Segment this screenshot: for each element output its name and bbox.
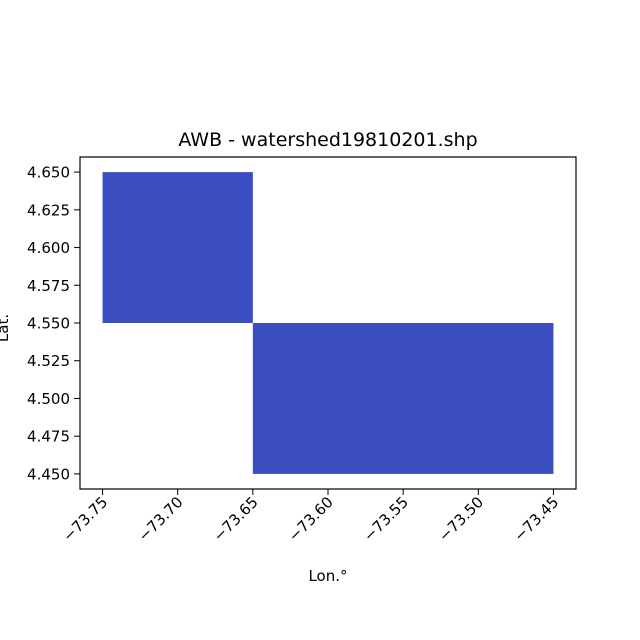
y-tick-label: 4.575 bbox=[27, 277, 70, 295]
x-axis-ticks: −73.75 −73.70 −73.65 −73.60 −73.55 −73.50 −73.… bbox=[59, 489, 562, 545]
y-tick-label: 4.475 bbox=[27, 428, 70, 446]
x-tick-label: −73.50 bbox=[435, 493, 487, 545]
y-tick-label: 4.500 bbox=[27, 390, 70, 408]
x-tick-label: −73.60 bbox=[285, 493, 337, 545]
x-tick-label: −73.75 bbox=[59, 493, 111, 545]
chart-title: AWB - watershed19810201.shp bbox=[178, 129, 477, 151]
x-tick-label: −73.70 bbox=[135, 493, 187, 545]
x-axis-label: Lon.° bbox=[308, 567, 347, 585]
x-tick-label: −73.45 bbox=[510, 493, 562, 545]
y-tick-label: 4.625 bbox=[27, 201, 70, 219]
data-cell-2 bbox=[252, 323, 554, 474]
data-cell-1 bbox=[102, 172, 253, 323]
y-tick-label: 4.600 bbox=[27, 239, 70, 257]
y-tick-label: 4.525 bbox=[27, 352, 70, 370]
x-tick-label: −73.65 bbox=[210, 493, 262, 545]
y-axis-ticks: 4.450 4.475 4.500 4.525 4.550 4.575 4.600 4.625… bbox=[27, 164, 80, 483]
y-axis-label: Lat. bbox=[0, 314, 12, 342]
x-tick-label: −73.55 bbox=[360, 493, 412, 545]
y-tick-label: 4.650 bbox=[27, 164, 70, 182]
y-tick-label: 4.550 bbox=[27, 315, 70, 333]
data-cells bbox=[102, 172, 554, 474]
y-tick-label: 4.450 bbox=[27, 465, 70, 483]
